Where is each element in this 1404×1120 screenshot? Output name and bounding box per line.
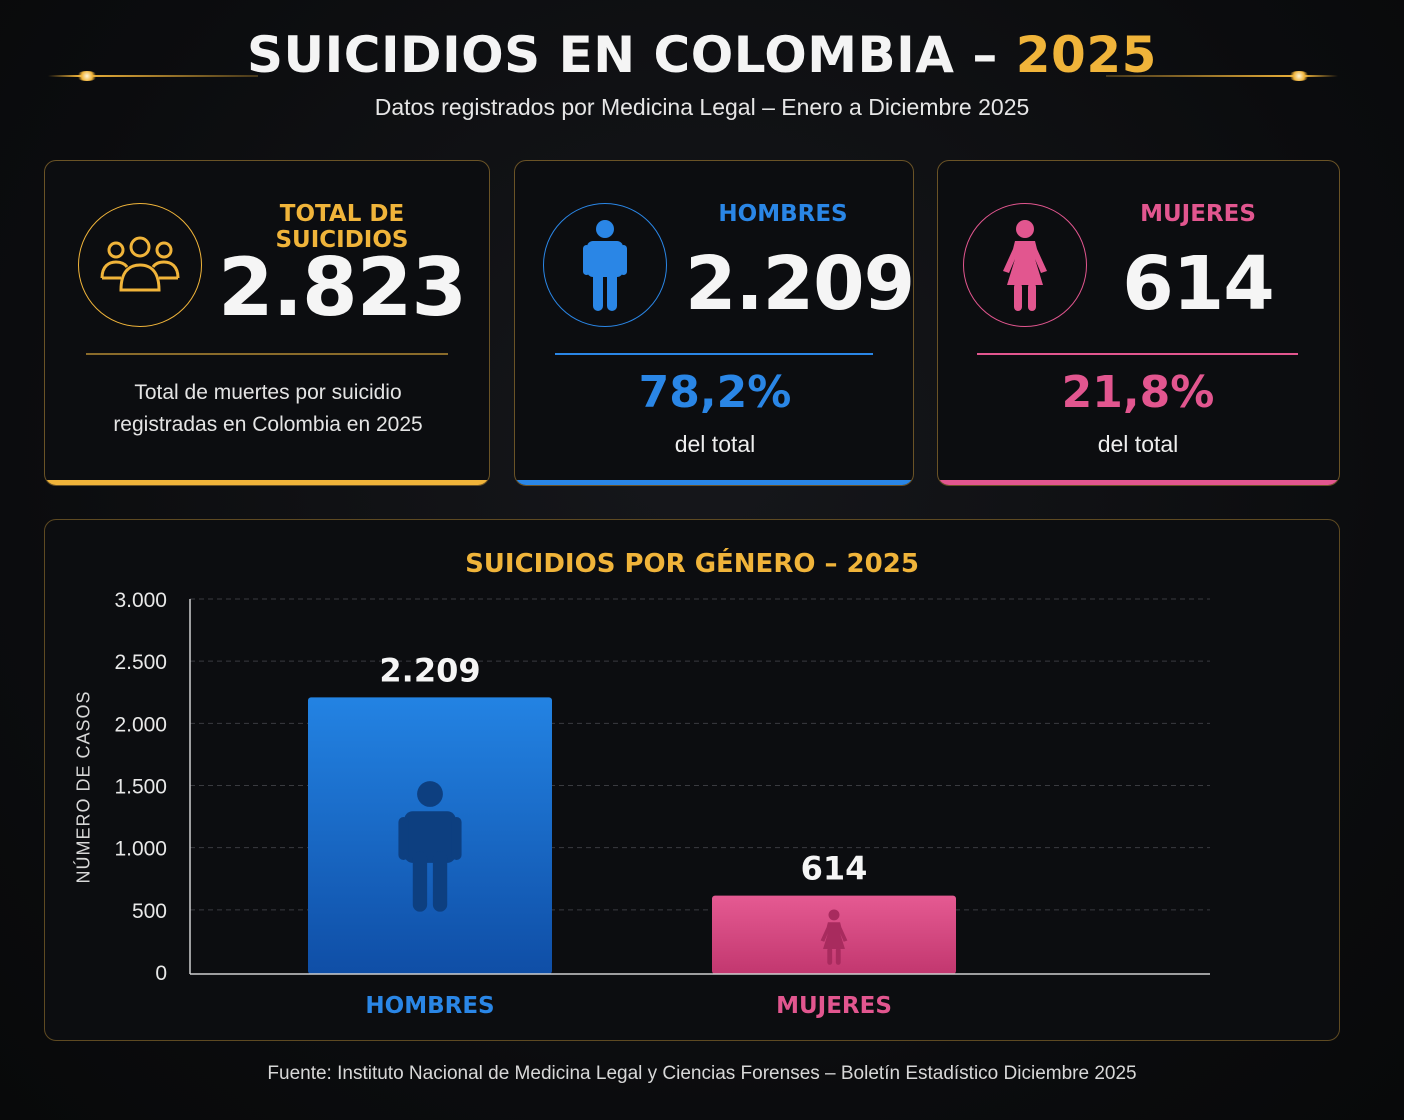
x-tick-label-mujeres: MUJERES [776, 993, 892, 1019]
woman-icon-in-bar [820, 909, 848, 965]
y-tick-label: 500 [132, 900, 167, 923]
card-hombres-label: HOMBRES [718, 201, 848, 227]
y-tick-label: 2.500 [114, 651, 167, 674]
man-icon [543, 203, 667, 327]
chart-title: SUICIDIOS POR GÉNERO – 2025 [465, 549, 919, 579]
card-hombres: HOMBRES 2.209 78,2% del total [514, 160, 914, 486]
y-tick-label: 1.500 [114, 776, 167, 799]
man-icon-in-bar [398, 781, 462, 912]
y-tick-label: 0 [155, 962, 167, 985]
card-total-value: 2.823 [217, 241, 467, 334]
card-total-accent-bar [45, 480, 489, 485]
chart-panel [44, 519, 1340, 1041]
card-total-label: TOTAL DE SUICIDIOS [275, 201, 409, 253]
chart-y-ticks: 0 500 1.000 1.500 2.000 2.500 3.000 [114, 589, 167, 985]
y-tick-label: 1.000 [114, 838, 167, 861]
card-hombres-divider [555, 353, 873, 355]
chart-bars: 2.209 HOMBRES 614 MUJERES [308, 651, 956, 1019]
card-hombres-percent-label: del total [674, 431, 756, 457]
chart-axes [189, 599, 1210, 975]
card-mujeres-value: 614 [1122, 241, 1274, 327]
x-tick-label-hombres: HOMBRES [365, 993, 494, 1019]
card-mujeres-label: MUJERES [1140, 201, 1256, 227]
bar-value-label-mujeres: 614 [801, 850, 868, 888]
card-hombres-accent-bar [515, 480, 913, 485]
page-title: SUICIDIOS EN COLOMBIA – 2025 [0, 26, 1404, 84]
chart-gridlines [190, 598, 1210, 911]
title-glow-left [76, 71, 98, 81]
card-mujeres-percent: 21,8% [1061, 367, 1215, 418]
page-subtitle: Datos registrados por Medicina Legal – E… [374, 94, 1030, 120]
group-icon [78, 203, 202, 327]
card-total-desc-line1: Total de muertes por suicidio [134, 381, 402, 404]
card-total-desc-line2: registradas en Colombia en 2025 [113, 413, 423, 436]
page-title-main: SUICIDIOS EN COLOMBIA – [247, 26, 1016, 84]
woman-icon [963, 203, 1087, 327]
card-mujeres: MUJERES 614 21,8% del total [937, 160, 1340, 486]
card-hombres-percent: 78,2% [638, 367, 792, 418]
card-total-description: Total de muertes por suicidio registrada… [65, 377, 471, 441]
card-total: TOTAL DE SUICIDIOS 2.823 Total de muerte… [44, 160, 490, 486]
title-glow-right [1288, 71, 1310, 81]
title-decoration-right [1106, 75, 1338, 77]
y-tick-label: 2.000 [114, 713, 167, 736]
title-decoration-left [48, 75, 258, 77]
card-mujeres-accent-bar [938, 480, 1339, 485]
source-footer: Fuente: Instituto Nacional de Medicina L… [267, 1063, 1137, 1084]
card-hombres-value: 2.209 [685, 241, 914, 327]
y-tick-label: 3.000 [114, 589, 167, 612]
page-title-year: 2025 [1015, 26, 1157, 84]
card-mujeres-divider [977, 353, 1298, 355]
card-mujeres-percent-label: del total [1097, 431, 1179, 457]
card-total-divider [86, 353, 448, 355]
bar-value-label-hombres: 2.209 [379, 651, 480, 689]
